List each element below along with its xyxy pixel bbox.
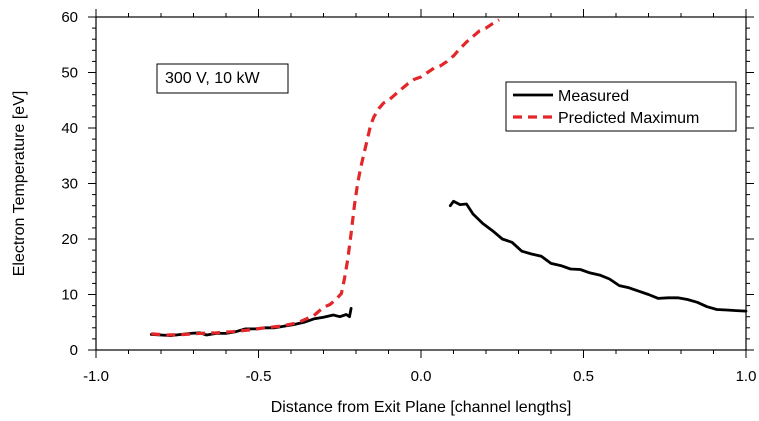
annotation-box: 300 V, 10 kW — [156, 63, 289, 94]
y-tick-label: 0 — [70, 342, 78, 359]
x-tick-label: -1.0 — [83, 368, 109, 385]
y-tick-label: 10 — [61, 287, 78, 304]
legend-label-predicted-maximum: Predicted Maximum — [558, 110, 699, 127]
y-tick-label: 50 — [61, 65, 78, 82]
y-axis-title: Electron Temperature [eV] — [11, 91, 28, 277]
y-tick-label: 20 — [61, 231, 78, 248]
legend: Measured Predicted Maximum — [505, 81, 737, 132]
ticks-layer: -1.0 -0.5 0.0 0.5 1.0 0 10 20 30 40 50 60 — [61, 9, 756, 385]
x-tick-label: 1.0 — [736, 368, 757, 385]
x-tick-label: 0.0 — [411, 368, 432, 385]
y-tick-label: 60 — [61, 9, 78, 26]
x-tick-label: 0.5 — [573, 368, 594, 385]
legend-frame — [505, 81, 737, 132]
annotation-text: 300 V, 10 kW — [165, 70, 260, 87]
series-line-measured — [448, 199, 748, 313]
y-tick-label: 30 — [61, 176, 78, 193]
x-axis-title: Distance from Exit Plane [channel length… — [271, 399, 572, 416]
series-line-measured — [149, 306, 353, 338]
annotation-frame — [156, 63, 289, 94]
series-layer — [149, 18, 748, 338]
y-tick-label: 40 — [61, 120, 78, 137]
legend-label-measured: Measured — [558, 88, 629, 105]
x-tick-label: -0.5 — [246, 368, 272, 385]
